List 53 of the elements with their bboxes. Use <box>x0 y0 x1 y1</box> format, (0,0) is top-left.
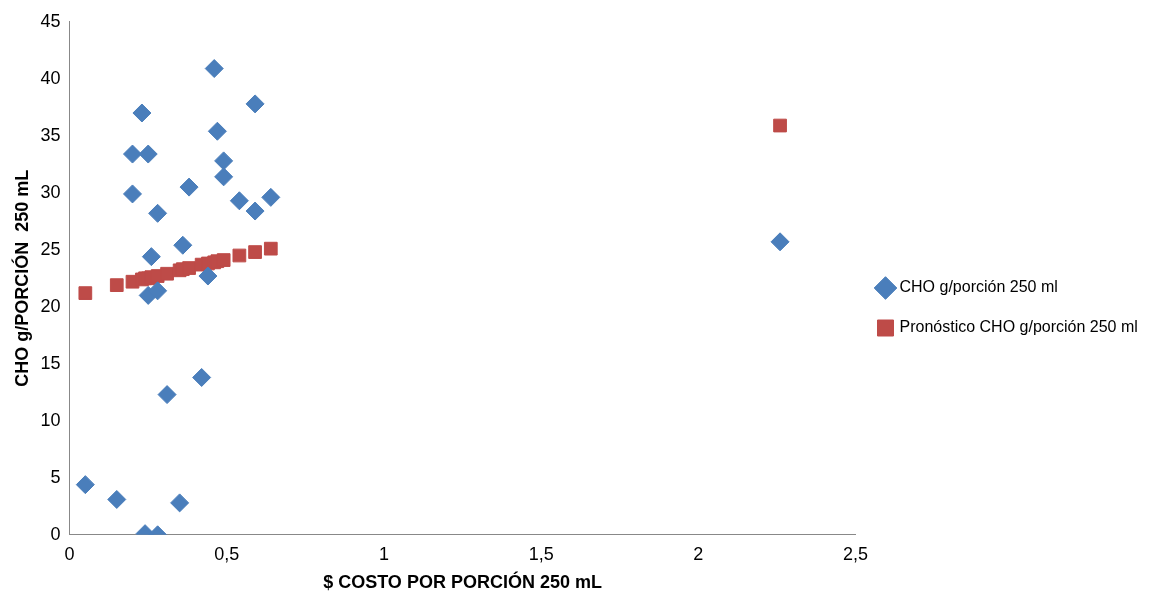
point <box>75 475 95 495</box>
y-tick-label: 35 <box>40 124 61 145</box>
point <box>148 281 168 301</box>
y-tick-label: 20 <box>40 295 61 316</box>
legend-label: CHO g/porción 250 ml <box>899 278 1058 296</box>
x-tick-label: 2,5 <box>842 543 869 564</box>
x-tick-label: 1 <box>378 543 389 564</box>
legend-label: Pronóstico CHO g/porción 250 ml <box>899 318 1138 336</box>
point <box>245 201 265 221</box>
point <box>770 232 790 252</box>
y-tick-label: 15 <box>40 352 61 373</box>
point <box>261 187 281 207</box>
point <box>78 286 93 300</box>
point <box>148 203 168 223</box>
point <box>138 144 158 164</box>
point <box>179 177 199 197</box>
y-axis-title: CHO g/PORCIÓN 250 mL <box>10 169 32 387</box>
y-tick-label: 45 <box>40 10 61 31</box>
point <box>122 184 142 204</box>
point <box>107 489 127 509</box>
point <box>173 235 193 255</box>
y-tick-label: 10 <box>40 409 61 430</box>
point <box>157 385 177 405</box>
point <box>192 367 212 387</box>
point <box>229 191 249 211</box>
y-tick-label: 30 <box>40 181 61 202</box>
y-tick-label: 5 <box>50 466 61 487</box>
x-tick-label: 0,5 <box>214 543 240 564</box>
x-tick-label: 0 <box>64 543 75 564</box>
point <box>109 278 124 292</box>
point <box>207 121 227 141</box>
point <box>214 167 234 187</box>
point <box>204 59 224 79</box>
point <box>245 94 265 114</box>
x-axis-title: $ COSTO POR PORCIÓN 250 mL <box>323 571 602 593</box>
point <box>122 144 142 164</box>
point <box>216 253 231 267</box>
y-tick-label: 40 <box>40 67 61 88</box>
point <box>141 247 161 267</box>
point <box>182 261 196 275</box>
y-tick-label: 25 <box>40 238 61 259</box>
point <box>248 245 262 259</box>
x-tick-label: 2 <box>693 543 704 564</box>
point <box>263 241 278 256</box>
x-tick-label: 1,5 <box>528 543 554 564</box>
point <box>170 493 190 513</box>
y-tick-label: 0 <box>50 523 61 544</box>
point <box>198 266 218 286</box>
point <box>132 103 152 123</box>
point <box>232 248 247 263</box>
point <box>160 266 174 281</box>
point <box>773 118 787 133</box>
point <box>214 151 234 171</box>
